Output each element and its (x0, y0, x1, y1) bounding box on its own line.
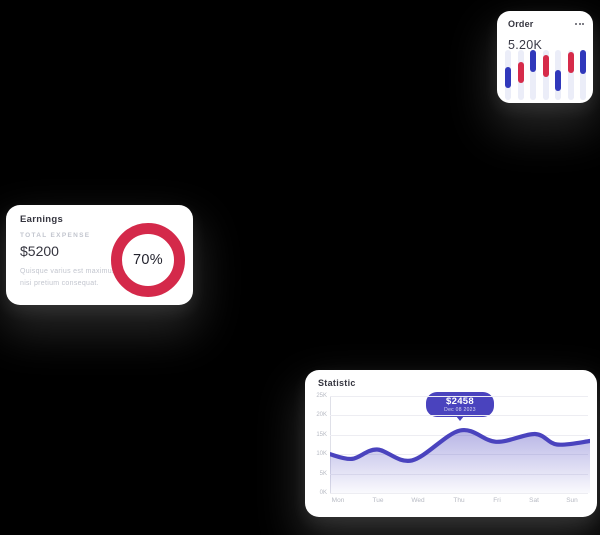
trend-line (330, 427, 590, 463)
gridline (330, 396, 588, 397)
candle-segment-red (567, 52, 574, 73)
order-card-title: Order (508, 19, 534, 29)
x-tick-label: Thu (453, 497, 465, 504)
ellipsis-menu-icon[interactable] (575, 21, 584, 27)
statistic-area-chart[interactable]: $2458 Dec 08 2023 25K 20K 15K 10K 5K 0K Mon Tue… (313, 392, 591, 510)
order-card-header: Order (508, 19, 584, 29)
y-axis-line (330, 396, 331, 493)
order-value: 5.20K (508, 38, 543, 52)
tooltip-date: Dec 08 2023 (444, 407, 476, 413)
y-tick-label: 20K (316, 412, 327, 419)
candle-segment-blue (505, 67, 511, 88)
candle-segment-blue (530, 50, 536, 72)
x-tick-label: Wed (411, 497, 425, 504)
x-tick-label: Sun (566, 497, 578, 504)
candle-track (567, 50, 574, 100)
x-tick-label: Sat (529, 497, 539, 504)
y-tick-label: 10K (316, 451, 327, 458)
candle-track (505, 50, 511, 100)
candle-track (542, 50, 549, 100)
earnings-card: Earnings TOTAL EXPENSE $5200 Quisque var… (6, 205, 193, 305)
y-tick-label: 0K (319, 490, 327, 496)
y-tick-label: 25K (316, 393, 327, 399)
candle-segment-red (517, 62, 524, 83)
y-tick-label: 15K (316, 431, 327, 438)
candle-segment-red (542, 55, 549, 77)
gridline (330, 493, 588, 494)
order-card: Order 5.20K (497, 11, 593, 103)
y-tick-label: 5K (319, 470, 327, 477)
tooltip-value: $2458 (446, 395, 474, 407)
candle-segment-blue (555, 70, 561, 91)
earnings-card-title: Earnings (20, 214, 64, 225)
earnings-donut-chart: 70% (111, 223, 185, 297)
area-line-plot (330, 427, 590, 493)
statistic-card: Statistic $2458 Dec 08 2023 25K 20K 15K 10K… (305, 370, 597, 517)
x-tick-label: Tue (372, 497, 384, 504)
candle-track (517, 50, 524, 100)
candle-track (530, 50, 536, 100)
earnings-description: Quisque varius est maximus nisi pretium … (20, 268, 116, 287)
candle-track (580, 50, 586, 100)
expense-amount: $5200 (20, 243, 59, 259)
x-tick-label: Mon (331, 497, 345, 504)
candle-track (555, 50, 561, 100)
statistic-card-title: Statistic (318, 378, 356, 388)
order-candle-chart[interactable] (505, 50, 586, 100)
area-fill (330, 430, 590, 493)
donut-percent-label: 70% (133, 252, 163, 268)
candle-segment-blue (580, 50, 586, 74)
total-expense-label: TOTAL EXPENSE (20, 232, 91, 239)
x-tick-label: Fri (493, 497, 501, 504)
gridline (330, 415, 588, 417)
